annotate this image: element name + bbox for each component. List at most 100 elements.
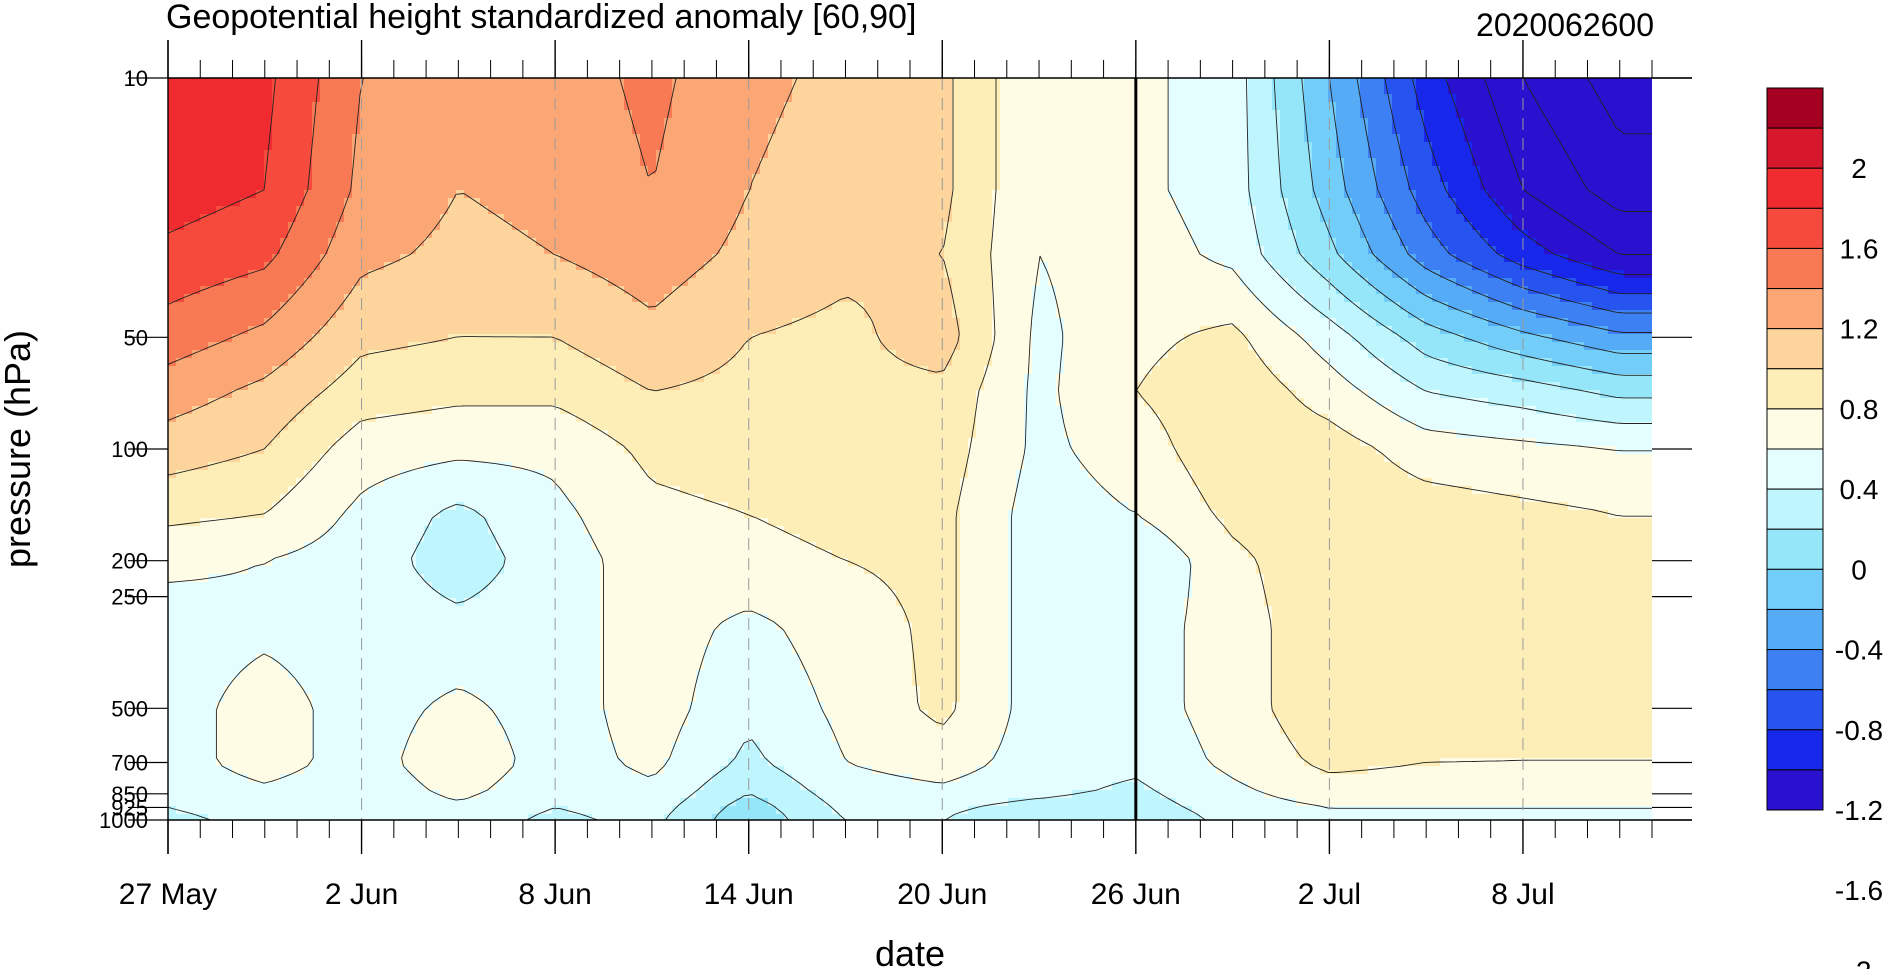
contour-cell (480, 286, 489, 295)
contour-cell (640, 238, 649, 247)
contour-cell (968, 102, 977, 111)
contour-cell (856, 134, 865, 143)
contour-cell (648, 222, 657, 231)
contour-cell (1576, 238, 1585, 247)
contour-cell (768, 78, 777, 87)
contour-cell (872, 222, 881, 231)
contour-cell (1624, 222, 1633, 231)
contour-cell (1536, 126, 1545, 135)
contour-cell (568, 286, 577, 295)
contour-cell (880, 134, 889, 143)
contour-cell (1640, 102, 1649, 111)
contour-cell (1640, 134, 1649, 143)
contour-cell (1456, 270, 1465, 279)
contour-cell (1232, 222, 1241, 231)
contour-cell (960, 86, 969, 95)
contour-cell (1400, 278, 1409, 287)
contour-cell (976, 214, 985, 223)
contour-cell (832, 206, 841, 215)
contour-cell (1496, 134, 1505, 143)
contour-cell (1448, 118, 1457, 127)
contour-cell (496, 182, 505, 191)
contour-cell (1328, 174, 1337, 183)
contour-cell (1168, 166, 1177, 175)
contour-cell (1080, 166, 1089, 175)
contour-cell (360, 206, 369, 215)
contour-cell (1088, 94, 1097, 103)
contour-cell (1504, 158, 1513, 167)
contour-cell (1368, 126, 1377, 135)
contour-cell (1360, 94, 1369, 103)
contour-cell (648, 150, 657, 159)
contour-cell (1336, 142, 1345, 151)
contour-cell (1264, 142, 1273, 151)
contour-cell (1088, 222, 1097, 231)
contour-cell (680, 158, 689, 167)
contour-cell (600, 94, 609, 103)
contour-cell (592, 158, 601, 167)
contour-cell (1128, 254, 1137, 263)
contour-cell (184, 238, 193, 247)
contour-cell (248, 182, 257, 191)
contour-cell (736, 126, 745, 135)
contour-cell (1256, 214, 1265, 223)
contour-cell (288, 198, 297, 207)
contour-cell (304, 206, 313, 215)
contour-cell (200, 142, 209, 151)
contour-cell (344, 262, 353, 271)
contour-cell (1408, 110, 1417, 119)
contour-cell (1552, 86, 1561, 95)
contour-cell (800, 238, 809, 247)
contour-cell (392, 102, 401, 111)
contour-cell (1344, 206, 1353, 215)
contour-cell (560, 278, 569, 287)
contour-cell (768, 86, 777, 95)
contour-cell (1480, 102, 1489, 111)
contour-cell (992, 230, 1001, 239)
contour-cell (1184, 262, 1193, 271)
contour-cell (1624, 206, 1633, 215)
contour-cell (760, 262, 769, 271)
contour-cell (736, 286, 745, 295)
contour-cell (264, 174, 273, 183)
contour-cell (1112, 94, 1121, 103)
contour-cell (816, 110, 825, 119)
contour-cell (808, 102, 817, 111)
contour-cell (656, 78, 665, 87)
contour-cell (1080, 190, 1089, 199)
contour-cell (664, 182, 673, 191)
contour-cell (800, 278, 809, 287)
contour-cell (384, 238, 393, 247)
contour-cell (704, 134, 713, 143)
contour-cell (1584, 278, 1593, 287)
contour-cell (864, 78, 873, 87)
contour-cell (240, 78, 249, 87)
contour-cell (816, 206, 825, 215)
contour-cell (912, 222, 921, 231)
contour-cell (1080, 270, 1089, 279)
contour-cell (992, 222, 1001, 231)
contour-cell (1360, 286, 1369, 295)
contour-cell (384, 126, 393, 135)
contour-cell (320, 238, 329, 247)
contour-cell (1568, 118, 1577, 127)
contour-cell (1440, 150, 1449, 159)
contour-cell (1072, 198, 1081, 207)
contour-cell (1064, 174, 1073, 183)
contour-cell (1432, 86, 1441, 95)
contour-cell (168, 206, 177, 215)
contour-cell (1024, 118, 1033, 127)
contour-cell (456, 198, 465, 207)
contour-cell (1224, 246, 1233, 255)
contour-cell (624, 94, 633, 103)
contour-cell (168, 182, 177, 191)
contour-cell (1448, 254, 1457, 263)
contour-cell (984, 198, 993, 207)
contour-cell (1112, 246, 1121, 255)
contour-cell (272, 78, 281, 87)
contour-cell (1432, 230, 1441, 239)
contour-cell (1528, 254, 1537, 263)
contour-cell (360, 134, 369, 143)
contour-cell (1464, 222, 1473, 231)
contour-cell (1096, 222, 1105, 231)
